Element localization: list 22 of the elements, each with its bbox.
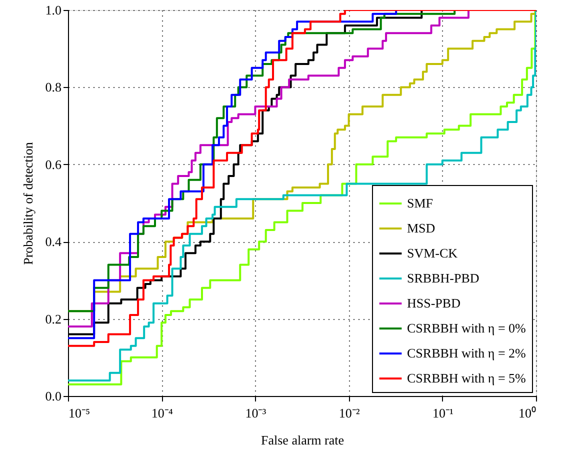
x-tick-label: 10⁰	[518, 406, 536, 420]
x-tick-label: 10⁻³	[245, 406, 266, 420]
legend-label: SRBBH-PBD	[407, 270, 480, 286]
legend-label: CSRBBH with η = 0%	[407, 320, 526, 336]
x-tick-label: 10⁻⁵	[68, 406, 90, 420]
legend-label: MSD	[407, 220, 436, 236]
x-tick-label: 10⁻²	[338, 406, 360, 420]
legend-label: SVM-CK	[407, 246, 458, 260]
y-tick-label: 0.4	[45, 234, 62, 250]
y-tick-label: 0.8	[45, 80, 62, 95]
legend-label: SMF	[407, 196, 434, 210]
legend-label: HSS-PBD	[407, 296, 460, 310]
legend-label: CSRBBH with η = 2%	[407, 346, 526, 360]
y-tick-label: 0.6	[45, 156, 62, 172]
legend-label: CSRBBH with η = 5%	[407, 370, 526, 386]
x-tick-label: 10⁻⁴	[151, 406, 174, 420]
y-tick-label: 0.0	[45, 388, 62, 404]
x-axis-title: False alarm rate	[260, 432, 344, 448]
x-tick-label: 10⁻¹	[432, 406, 454, 420]
y-tick-label: 1.0	[45, 2, 62, 18]
y-axis-title: Probability of detection	[20, 142, 36, 265]
y-tick-label: 0.2	[45, 311, 62, 326]
